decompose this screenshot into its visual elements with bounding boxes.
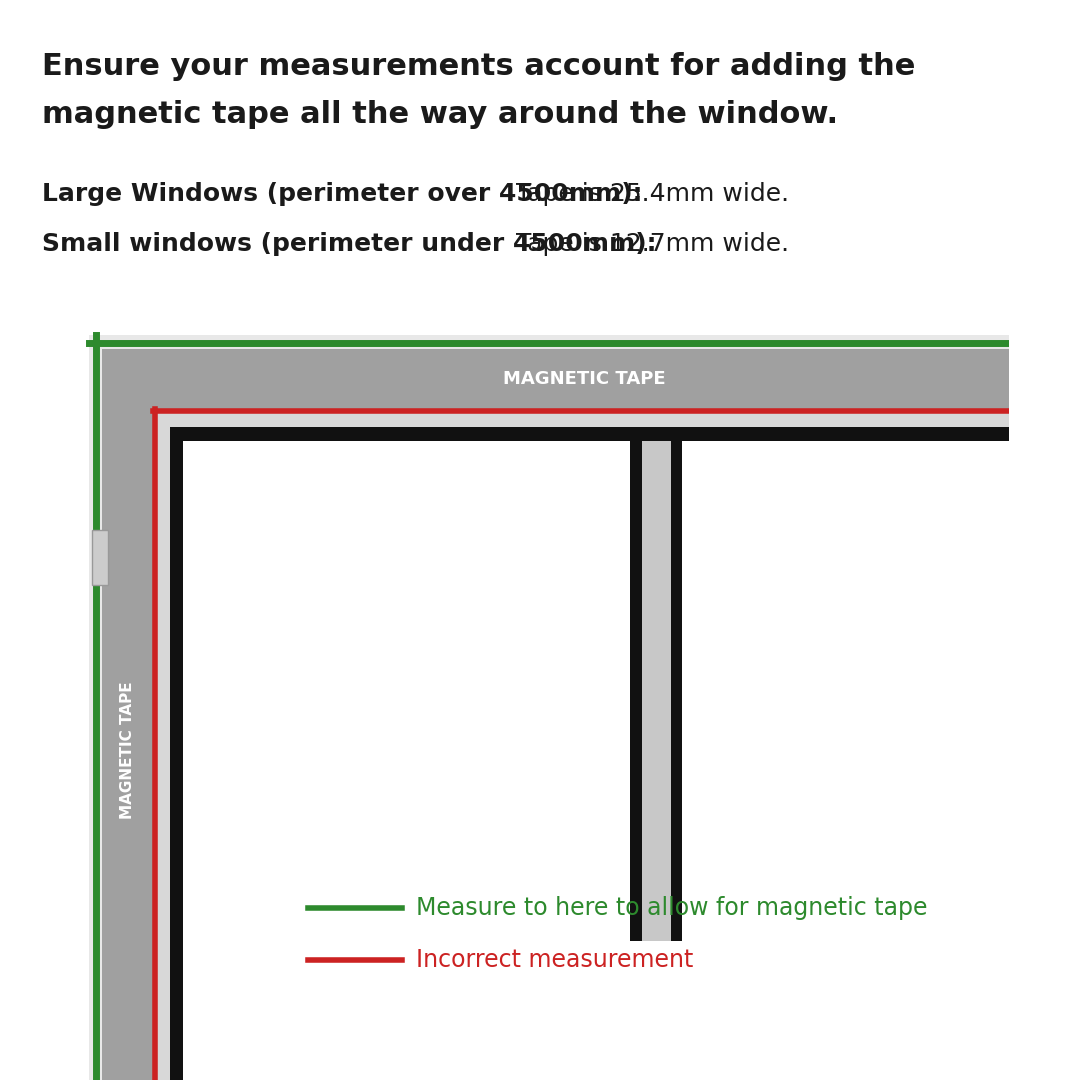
Bar (153, 409, 1011, 427)
Text: Tape is 12.7mm wide.: Tape is 12.7mm wide. (500, 232, 788, 256)
Text: Small windows (perimeter under 4500mm):: Small windows (perimeter under 4500mm): (42, 232, 657, 256)
Text: MAGNETIC TAPE: MAGNETIC TAPE (503, 370, 665, 388)
Text: magnetic tape all the way around the window.: magnetic tape all the way around the win… (42, 100, 838, 129)
Text: Incorrect measurement: Incorrect measurement (416, 948, 693, 972)
Bar (153, 409, 170, 1080)
Bar (102, 409, 153, 1080)
Bar (102, 349, 1011, 409)
Bar (631, 441, 681, 941)
Bar (170, 427, 184, 1080)
Bar (170, 427, 1011, 441)
Bar (184, 441, 1011, 1080)
Text: Measure to here to allow for magnetic tape: Measure to here to allow for magnetic ta… (416, 896, 927, 920)
Bar (671, 441, 681, 941)
Text: Ensure your measurements account for adding the: Ensure your measurements account for add… (42, 52, 916, 81)
Bar (92, 530, 108, 585)
Text: Large Windows (perimeter over 4500mm):: Large Windows (perimeter over 4500mm): (42, 183, 643, 206)
Text: Tape is 25.4mm wide.: Tape is 25.4mm wide. (500, 183, 788, 206)
FancyBboxPatch shape (89, 335, 1011, 1080)
Text: MAGNETIC TAPE: MAGNETIC TAPE (120, 681, 135, 819)
Bar (631, 441, 642, 941)
